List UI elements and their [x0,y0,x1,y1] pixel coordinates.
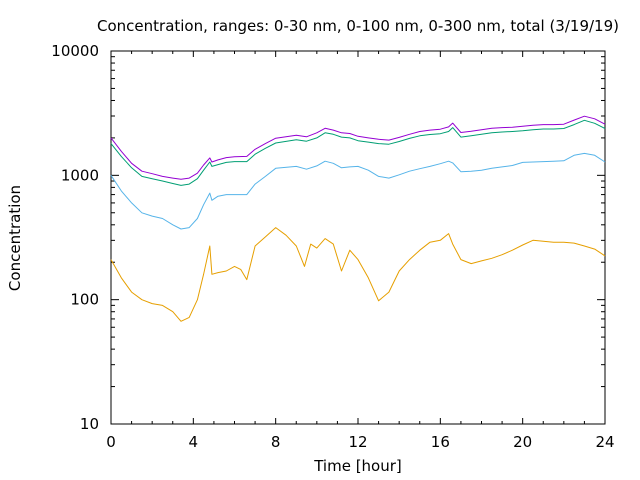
x-axis-label: Time [hour] [313,457,402,475]
series-line-4 [110,115,606,180]
axis-ticks: 0 4 8 12 16 20 24 10 100 1000 10000 [51,42,614,451]
x-tick-label: 8 [271,433,281,451]
x-tick-label: 16 [431,433,450,451]
x-tick-label: 20 [513,433,532,451]
series-line-1 [110,227,606,322]
y-tick-label: 100 [70,291,99,309]
plot-frame [110,50,606,425]
plot-border [110,50,606,425]
series-line-3 [110,119,606,186]
series-line-2 [110,152,606,230]
y-tick-label: 1000 [61,166,99,184]
y-tick-label: 10 [80,415,99,433]
x-tick-label: 24 [595,433,614,451]
y-tick-label: 10000 [51,42,99,60]
x-tick-label: 4 [189,433,199,451]
x-tick-label: 0 [106,433,116,451]
y-axis-label: Concentration [6,185,24,291]
series-layer [110,115,606,322]
chart-title: Concentration, ranges: 0-30 nm, 0-100 nm… [97,17,619,35]
x-tick-label: 12 [348,433,367,451]
